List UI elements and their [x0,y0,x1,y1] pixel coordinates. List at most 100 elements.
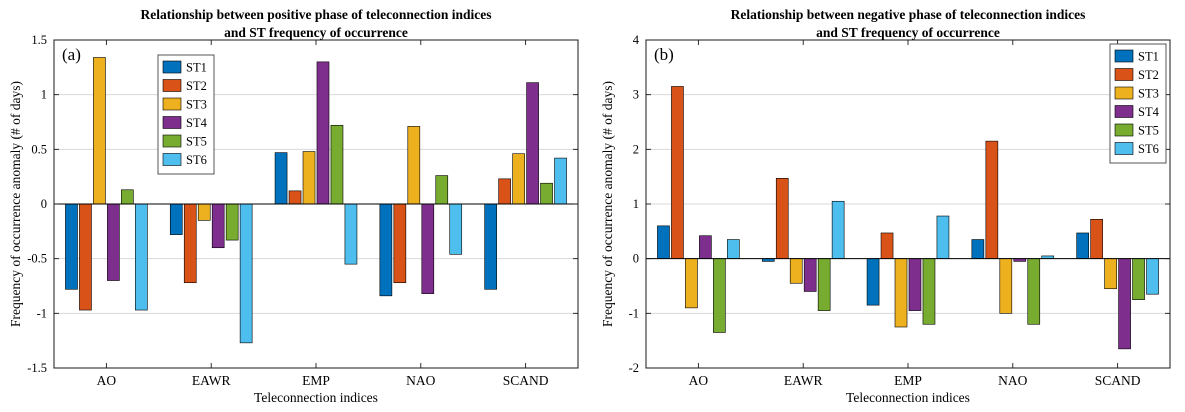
bar-ST4-EMP [316,61,330,205]
chart-panel-a: -1.5 -1 -0.5 0 0.5 1 1.5 AO EAWR EMP NAO SCAND ST1 ST… [0,0,592,412]
legend-swatch-ST5 [1114,123,1134,137]
bar-ST4-SCAND [1118,258,1131,350]
panel-label-a: (a) [62,45,81,64]
bar-ST5-AO [713,258,726,333]
bar-ST3-AO [93,57,106,205]
legend-label-ST4: ST4 [186,116,208,130]
bar-ST5-NAO [435,175,449,205]
bar-ST5-NAO [1027,258,1041,325]
bar-ST5-AO [121,189,134,205]
bar-ST5-EMP [330,124,344,205]
legend-label-ST1: ST1 [1138,50,1159,64]
y-tick-label: -1 [37,306,47,320]
legend-label-ST3: ST3 [186,98,207,112]
y-tick-label: 1 [41,88,47,102]
x-tick-label: EAWR [192,373,231,388]
y-axis-label-a: Frequency of occurrence anomaly (# of da… [8,81,23,327]
legend-label-ST3: ST3 [1138,87,1159,101]
y-tick-label: 0 [41,197,47,211]
x-tick-label: AO [97,373,117,388]
bar-ST6-SCAND [1146,258,1159,295]
chart-canvas-b: -2 -1 0 1 2 3 4 AO EAWR EMP NAO SCAND ST1 ST2 ST3 ST4 ST… [629,33,1171,388]
bar-ST4-NAO [421,203,435,294]
bar-ST2-AO [671,86,684,259]
bar-ST4-AO [107,203,120,281]
x-tick-label: EMP [302,373,330,388]
bar-ST1-SCAND [484,203,497,290]
x-tick-label: AO [689,373,709,388]
bar-ST6-SCAND [554,157,567,205]
legend-label-ST2: ST2 [186,79,207,93]
bar-ST6-EAWR [831,200,845,259]
bar-ST5-EAWR [817,258,831,311]
bar-ST5-SCAND [540,182,553,205]
legend-swatch-ST3 [1114,86,1134,100]
y-tick-label: 2 [633,142,639,156]
bar-ST2-AO [79,203,92,311]
bar-ST3-NAO [999,258,1013,314]
bar-ST4-EAWR [803,258,817,292]
bar-ST3-EAWR [197,203,211,221]
bar-ST4-EAWR [211,203,225,249]
bar-ST3-SCAND [512,153,525,205]
chart-title-a: Relationship between positive phase of t… [140,7,492,40]
bar-ST6-EAWR [239,203,253,344]
bar-ST1-EMP [866,258,880,306]
bar-ST3-EMP [302,151,316,205]
bar-ST4-SCAND [526,82,539,205]
x-tick-label: SCAND [503,373,549,388]
bar-ST2-NAO [393,203,407,284]
x-tick-label: EMP [894,373,922,388]
legend-swatch-ST2 [1114,68,1134,81]
bar-ST2-EMP [880,232,894,259]
x-axis-label-a: Teleconnection indices [254,390,378,405]
bar-ST5-EAWR [225,203,239,241]
bar-ST2-SCAND [498,178,511,205]
bar-ST6-EMP [344,203,358,265]
bar-ST3-SCAND [1104,258,1117,290]
x-axis-label-b: Teleconnection indices [846,390,970,405]
y-tick-label: -1 [629,306,639,320]
bar-ST1-EMP [274,152,288,205]
legend-swatch-ST5 [162,134,182,148]
y-tick-label: -2 [629,361,639,375]
bar-ST4-AO [699,235,712,259]
legend-label-ST6: ST6 [186,153,207,167]
legend-swatch-ST4 [1114,105,1134,118]
legend-label-ST2: ST2 [1138,68,1159,82]
bar-ST1-NAO [379,203,393,297]
bar-ST2-NAO [985,140,999,259]
bar-ST3-NAO [407,126,421,205]
y-tick-label: 0.5 [31,142,47,156]
legend-swatch-ST1 [1114,49,1134,63]
bar-ST6-AO [727,239,740,259]
bar-ST2-EMP [288,190,302,205]
bar-ST2-SCAND [1090,219,1103,259]
legend-swatch-ST2 [162,79,182,92]
bar-ST4-EMP [908,258,922,311]
chart-title-b: Relationship between negative phase of t… [730,7,1086,40]
bar-ST2-EAWR [775,178,789,259]
y-tick-label: 4 [633,33,640,47]
panel-label-b: (b) [654,45,674,64]
bar-ST6-NAO [449,203,463,255]
x-tick-label: NAO [998,373,1027,388]
legend-swatch-ST6 [162,153,182,166]
x-tick-label: NAO [406,373,435,388]
bar-ST2-EAWR [183,203,197,284]
bar-ST3-AO [685,258,698,309]
legend-swatch-ST4 [162,116,182,129]
bar-ST1-AO [65,203,78,290]
x-tick-label: SCAND [1095,373,1141,388]
legend-label-ST5: ST5 [1138,124,1159,138]
y-tick-label: 3 [633,88,639,102]
y-tick-label: 1 [633,197,639,211]
y-tick-label: -0.5 [27,252,47,266]
legend-box [157,54,215,175]
bar-ST5-SCAND [1132,258,1145,300]
bar-ST1-EAWR [169,203,183,235]
legend-swatch-ST3 [162,97,182,111]
bar-ST1-SCAND [1076,232,1089,259]
bar-ST5-EMP [922,258,936,325]
